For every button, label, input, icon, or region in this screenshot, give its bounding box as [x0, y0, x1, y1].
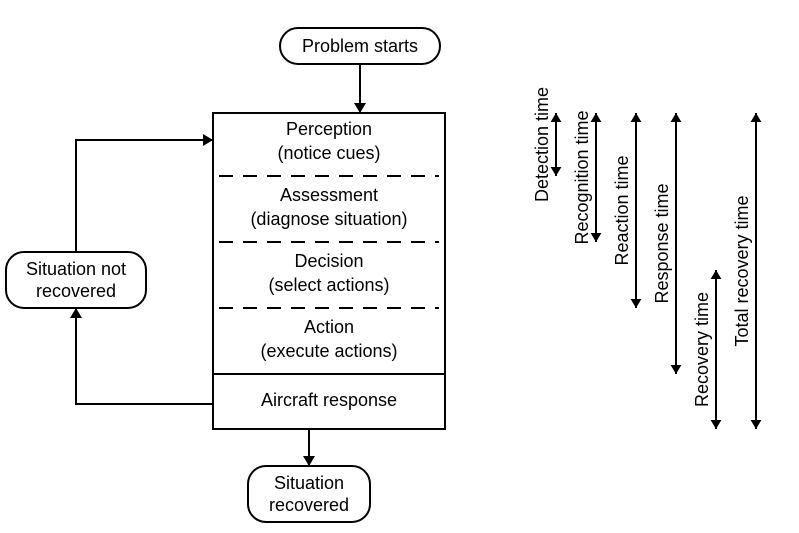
svg-text:Situation not: Situation not — [26, 259, 126, 279]
time-label: Detection time — [532, 87, 552, 202]
time-span-5: Total recovery time — [732, 113, 756, 429]
svg-text:(execute actions): (execute actions) — [260, 341, 397, 361]
svg-text:(select actions): (select actions) — [268, 275, 389, 295]
svg-text:Assessment: Assessment — [280, 185, 378, 205]
svg-text:Problem starts: Problem starts — [302, 36, 418, 56]
time-label: Total recovery time — [732, 195, 752, 346]
time-label: Recognition time — [572, 110, 592, 244]
svg-text:(diagnose situation): (diagnose situation) — [250, 209, 407, 229]
edge — [76, 140, 213, 252]
svg-text:Perception: Perception — [286, 119, 372, 139]
node-problem-starts: Problem starts — [280, 28, 440, 64]
svg-text:Situation: Situation — [274, 473, 344, 493]
node-situation-recovered: Situationrecovered — [248, 466, 370, 522]
recovery-flowchart: Problem startsSituation notrecoveredSitu… — [0, 0, 799, 533]
aircraft-response-label: Aircraft response — [261, 390, 397, 410]
time-label: Reaction time — [612, 155, 632, 265]
svg-text:recovered: recovered — [36, 281, 116, 301]
time-label: Response time — [652, 183, 672, 303]
time-span-3: Response time — [652, 113, 676, 374]
svg-text:Decision: Decision — [294, 251, 363, 271]
node-situation-not-recovered: Situation notrecovered — [6, 252, 146, 308]
svg-text:(notice cues): (notice cues) — [277, 143, 380, 163]
time-span-2: Reaction time — [612, 113, 636, 308]
node-main-process-box: Perception (notice cues) Assessment (diagno… — [213, 113, 445, 429]
time-span-1: Recognition time — [572, 110, 596, 244]
edge — [76, 308, 213, 404]
time-span-4: Recovery time — [692, 270, 716, 429]
svg-text:Action: Action — [304, 317, 354, 337]
time-span-0: Detection time — [532, 87, 556, 202]
svg-text:recovered: recovered — [269, 495, 349, 515]
time-label: Recovery time — [692, 292, 712, 407]
